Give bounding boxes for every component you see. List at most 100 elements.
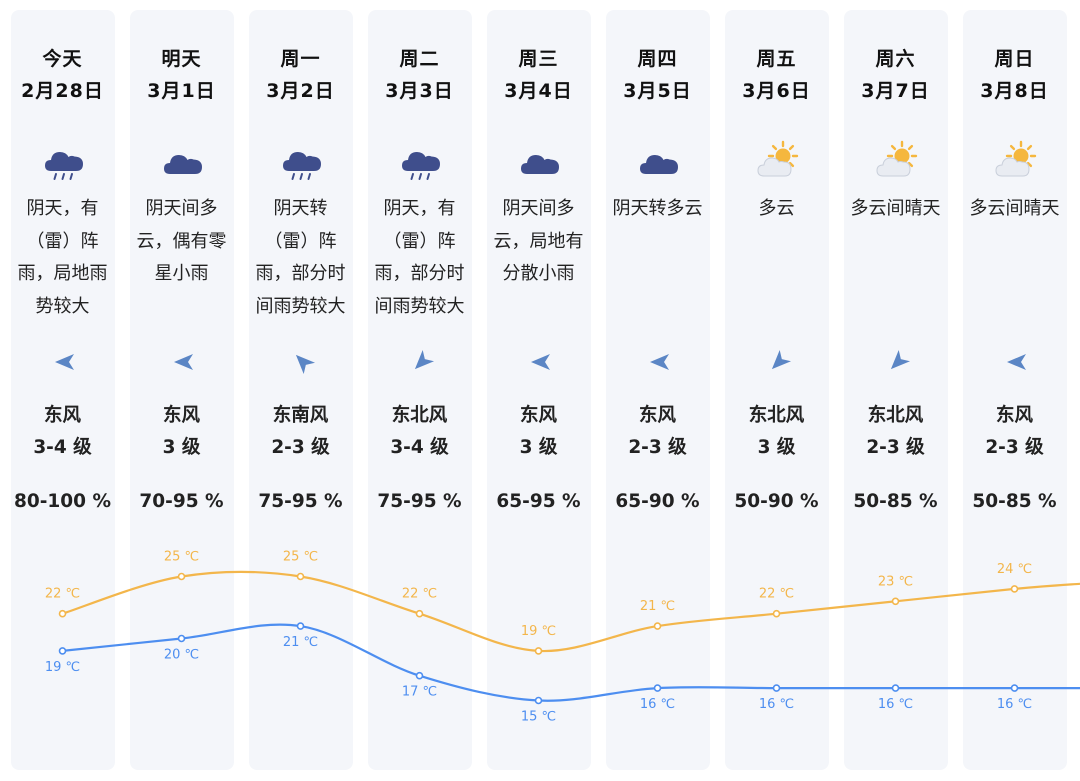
partly-cloudy-icon [756,140,800,184]
day-date: 3月5日 [623,80,692,102]
day-date: 2月28日 [21,80,104,102]
day-name: 今天 [42,48,83,70]
weather-description: 阴天转 （雷）阵 雨，部分时 间雨势较大 [245,193,357,323]
humidity: 65-90 % [615,491,700,512]
day-name: 周五 [756,48,797,70]
wind-level: 2-3 级 [985,437,1044,458]
wind-arrow-west-icon [171,349,197,375]
weather-description-line: （雷）阵 [26,230,99,252]
weather-description-line: 雨，部分时 [374,263,465,284]
weather-description: 阴天，有 （雷）阵雨，部分时间雨势较大 [364,193,476,323]
wind-arrow-west-icon [647,349,673,375]
wind-info: 东风 2-3 级 [963,400,1067,464]
weather-description-line: 多云 [758,198,795,219]
forecast-day-7[interactable]: 周六 3月7日 多云间晴天 东北风 2-3 级 50-85 % [843,10,948,770]
overcast-cloud-icon [518,140,562,184]
weather-description: 阴天间多 云，偶有零 星小雨 [126,193,238,291]
weather-description-line: 势较大 [35,295,90,317]
wind-info: 东风 3 级 [130,400,234,464]
weather-description-line: 云，局地有 [493,230,584,252]
wind-info: 东南风 2-3 级 [249,400,353,464]
forecast-day-1[interactable]: 明天 3月1日 阴天间多 云，偶有零 星小雨 东风 3 级 70-95 % [129,10,234,770]
overcast-cloud-icon [161,140,205,184]
weather-description-line: 阴天间多 [145,198,218,219]
forecast-day-6[interactable]: 周五 3月6日 多云 东北风 3 级 50-90 % [724,10,829,770]
weather-description-line: 多云间晴天 [850,198,941,219]
overcast-cloud-icon [637,140,681,184]
weather-description-line: 雨，局地雨 [17,263,108,284]
weather-description: 多云间晴天 [959,193,1071,226]
wind-direction: 东风 [162,405,200,426]
day-date: 3月3日 [385,80,454,102]
weather-description-line: 分散小雨 [502,263,575,284]
weather-description: 多云间晴天 [840,193,952,226]
wind-direction: 东风 [43,405,81,426]
day-name: 周一 [280,48,321,70]
wind-level: 3 级 [162,437,201,458]
forecast-day-0[interactable]: 今天 2月28日 阴天，有 （雷）阵雨，局地雨势较大 东风 3-4 级 80-10… [10,10,115,770]
weather-description-line: 间雨势较大 [374,295,465,317]
wind-level: 3-4 级 [390,437,449,458]
day-date: 3月2日 [266,80,335,102]
humidity: 70-95 % [139,491,224,512]
day-name: 周二 [399,48,440,70]
day-date: 3月8日 [980,80,1049,102]
weather-description-line: （雷）阵 [264,230,337,252]
weather-description-line: 阴天转多云 [612,198,703,219]
weather-description-line: 雨，部分时 [255,263,346,284]
wind-arrow-northwest-icon [290,349,316,375]
day-date: 3月7日 [861,80,930,102]
wind-level: 2-3 级 [271,437,330,458]
humidity: 50-90 % [734,491,819,512]
wind-arrow-west-icon [528,349,554,375]
humidity: 50-85 % [853,491,938,512]
forecast-day-8[interactable]: 周日 3月8日 多云间晴天 东风 2-3 级 50-85 % [962,10,1067,770]
weather-description: 阴天，有 （雷）阵雨，局地雨势较大 [7,193,119,323]
wind-info: 东风 3-4 级 [11,400,115,464]
forecast-day-2[interactable]: 周一 3月2日 阴天转 （雷）阵 雨，部分时 间雨势较大 东南风 2-3 级 75-9… [248,10,353,770]
weather-description: 阴天转多云 [602,193,714,226]
weather-description-line: 星小雨 [154,263,209,284]
wind-direction: 东北风 [867,405,924,426]
day-date: 3月6日 [742,80,811,102]
humidity: 65-95 % [496,491,581,512]
partly-cloudy-icon [875,140,919,184]
wind-direction: 东风 [995,405,1033,426]
wind-level: 3 级 [519,437,558,458]
wind-level: 2-3 级 [628,437,687,458]
wind-arrow-southwest-icon [409,349,435,375]
day-date: 3月1日 [147,80,216,102]
wind-arrow-southwest-icon [885,349,911,375]
wind-info: 东风 2-3 级 [606,400,710,464]
weather-description: 阴天间多云，局地有分散小雨 [483,193,595,291]
humidity: 80-100 % [13,491,112,512]
thunder-rain-icon [280,140,324,184]
weather-description-line: 阴天，有 [26,198,99,219]
day-name: 周六 [875,48,916,70]
wind-direction: 东风 [519,405,557,426]
wind-info: 东北风 3-4 级 [368,400,472,464]
weather-description-line: 阴天，有 [383,198,456,219]
humidity: 75-95 % [258,491,343,512]
forecast-day-5[interactable]: 周四 3月5日 阴天转多云 东风 2-3 级 65-90 % [605,10,710,770]
weather-description-line: 阴天间多 [502,198,575,219]
wind-info: 东北风 2-3 级 [844,400,948,464]
day-name: 周三 [518,48,559,70]
wind-level: 3 级 [757,437,796,458]
thunder-rain-icon [42,140,86,184]
thunder-rain-icon [399,140,443,184]
weather-description-line: 阴天转 [273,198,328,219]
forecast-day-4[interactable]: 周三 3月4日 阴天间多云，局地有分散小雨 东风 3 级 65-95 % [486,10,591,770]
day-date: 3月4日 [504,80,573,102]
wind-info: 东北风 3 级 [725,400,829,464]
day-name: 周四 [637,48,678,70]
day-name: 周日 [994,48,1035,70]
weather-description: 多云 [721,193,833,226]
humidity: 75-95 % [377,491,462,512]
wind-direction: 东风 [638,405,676,426]
weather-description-line: 多云间晴天 [969,198,1060,219]
forecast-day-3[interactable]: 周二 3月3日 阴天，有 （雷）阵雨，部分时间雨势较大 东北风 3-4 级 75-… [367,10,472,770]
weather-description-line: （雷）阵 [383,230,456,252]
wind-level: 2-3 级 [866,437,925,458]
wind-arrow-southwest-icon [766,349,792,375]
